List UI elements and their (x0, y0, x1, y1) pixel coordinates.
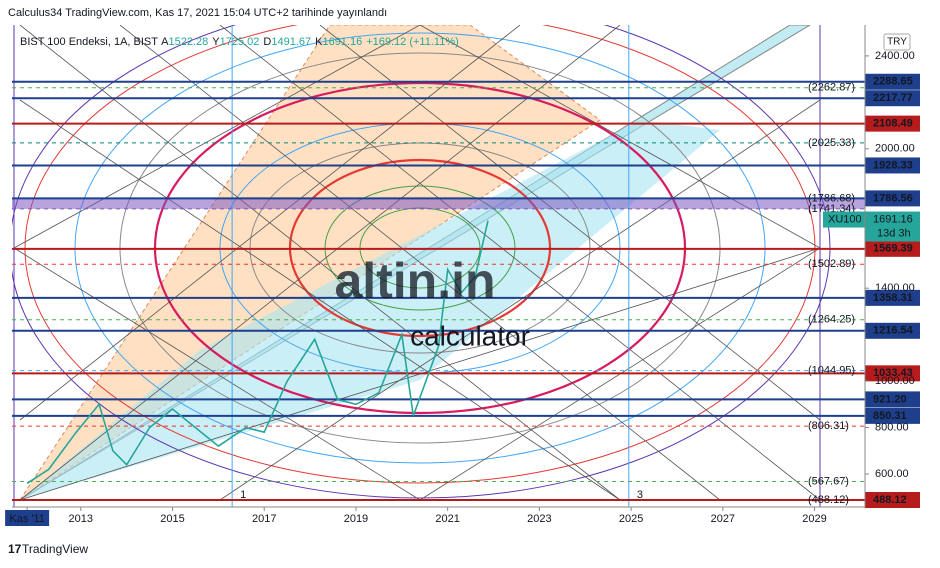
ohlc-prefix: Y (212, 36, 220, 48)
cycle-label: 1 (240, 489, 246, 501)
level-band (12, 198, 865, 209)
level-tag (865, 289, 920, 306)
x-tick-label: 2027 (711, 513, 735, 525)
ohlc-value: 1725.02 (220, 36, 260, 48)
ohlc-value: 1491.67 (271, 36, 311, 48)
y-tick-label: 2400.00 (875, 50, 915, 62)
cyan-zone-2 (20, 120, 720, 500)
fib-label: (1044.95) (808, 365, 855, 377)
published-note: Calculus34 TradingView.com, Kas 17, 2021… (8, 7, 387, 19)
last-price: 1691.16 (873, 213, 913, 225)
x-tick-label: 2023 (527, 513, 551, 525)
level-tag-label: 2217.77 (873, 92, 913, 104)
x-tick-label: 2029 (802, 513, 826, 525)
last-tag (823, 211, 865, 228)
x-tick-label: 2019 (344, 513, 368, 525)
fan-line (319, 25, 821, 421)
level-tag-label: 488.12 (873, 494, 907, 506)
last-symbol: XU100 (828, 213, 862, 225)
x-tick-box (5, 510, 50, 526)
fib-label: (1502.89) (808, 258, 855, 270)
fan-line (419, 25, 821, 249)
fan-line (13, 25, 421, 249)
cycle-label: 3 (637, 489, 643, 501)
fib-label: (488.12) (808, 494, 849, 506)
watermark: calculator (410, 320, 530, 351)
currency: TRY (887, 37, 907, 48)
drawings (12, 25, 865, 507)
x-tick-label: 2025 (619, 513, 643, 525)
y-tick-label: 1400.00 (875, 282, 915, 294)
level-tag (865, 492, 920, 509)
fib-label: (2262.87) (808, 82, 855, 94)
level-tag (865, 157, 920, 174)
ohlc-prefix: A (161, 36, 169, 48)
countdown: 13d 3h (877, 227, 911, 239)
level-tag (865, 391, 920, 408)
ohlc-prefix: K (315, 36, 323, 48)
fan-line (219, 25, 821, 501)
level-tag-label: 921.20 (873, 393, 907, 405)
fib-label: (806.31) (808, 420, 849, 432)
x-tick-label: 2021 (435, 513, 459, 525)
watermark: altin.in (334, 253, 495, 309)
level-tag (865, 407, 920, 424)
y-tick-label: 600.00 (875, 468, 909, 480)
level-tag (865, 115, 920, 132)
level-tag (865, 190, 920, 207)
level-tag-label: 1786.56 (873, 192, 913, 204)
y-tick-label: 2000.00 (875, 143, 915, 155)
level-tag-label: 2288.65 (873, 76, 913, 88)
symbol-legend: BIST 100 Endeksi, 1A, BIST A1522.28 Y1725.… (20, 36, 459, 48)
brand: TradingView (22, 542, 88, 556)
x-tick-label: 2017 (252, 513, 276, 525)
x-tick-label: Kas '11 (9, 513, 45, 525)
fan-line (219, 99, 821, 501)
y-tick-label: 1000.00 (875, 375, 915, 387)
level-tag-label: 1216.54 (873, 325, 914, 337)
x-tick-label: 2015 (160, 513, 184, 525)
change: +169.12 (+11.11%) (366, 36, 459, 48)
currency-box (883, 33, 911, 51)
ohlc-value: 1522.28 (169, 36, 209, 48)
level-tag-label: 1928.33 (873, 159, 913, 171)
level-tag (865, 90, 920, 107)
fib-label: (2025.33) (808, 137, 855, 149)
price-line (26, 220, 489, 484)
fan-line (19, 25, 621, 501)
brand-logo: 17 (8, 542, 22, 556)
level-tag-label: 1033.43 (873, 367, 913, 379)
level-tag (865, 240, 920, 257)
fib-label: (1786.68) (808, 192, 855, 204)
level-tag-label: 1358.31 (873, 292, 913, 304)
level-tag (865, 73, 920, 90)
y-tick-label: 800.00 (875, 421, 909, 433)
level-tag-label: 850.31 (873, 410, 907, 422)
fan-line (19, 25, 521, 421)
fib-label: (1264.25) (808, 314, 855, 326)
fan-line (119, 25, 721, 501)
level-tag (865, 322, 920, 339)
x-tick-label: 2013 (69, 513, 93, 525)
fib-label: (567.67) (808, 475, 849, 487)
ohlc-value: 1691.16 (322, 36, 362, 48)
fan-line (19, 99, 621, 501)
ohlc-prefix: D (263, 36, 271, 48)
symbol: BIST 100 Endeksi, 1A, BIST (20, 36, 158, 48)
level-tag (865, 365, 920, 382)
level-tag-label: 1569.39 (873, 243, 913, 255)
level-tag-label: 2108.49 (873, 118, 913, 130)
last-price-tag (865, 211, 920, 242)
